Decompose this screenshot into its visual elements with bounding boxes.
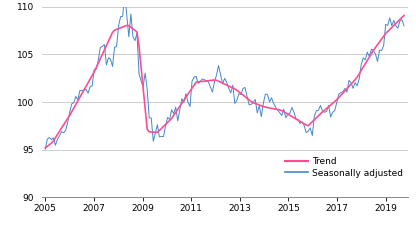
Legend: Trend, Seasonally adjusted: Trend, Seasonally adjusted	[285, 157, 403, 178]
